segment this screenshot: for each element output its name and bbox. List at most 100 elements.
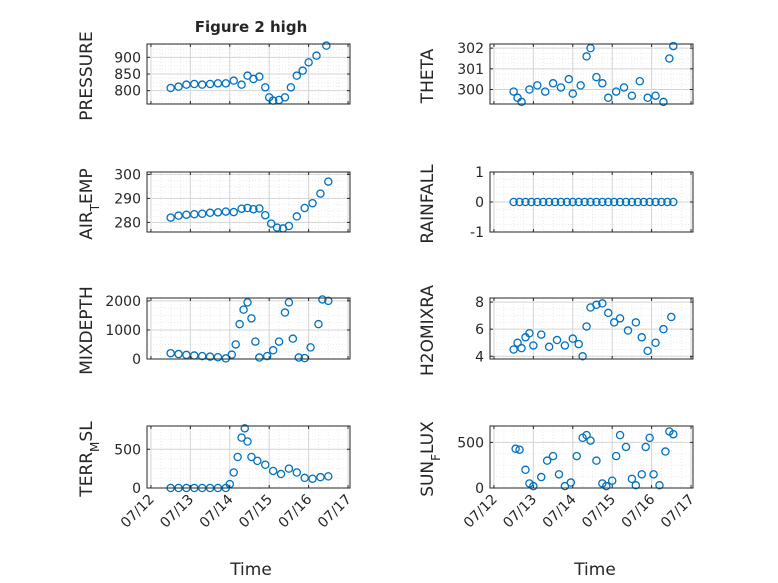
data-point — [669, 429, 678, 439]
data-point — [578, 352, 587, 361]
data-point — [651, 197, 660, 207]
data-point — [525, 328, 534, 338]
data-point — [515, 197, 524, 207]
data-point — [229, 76, 238, 85]
data-point — [292, 71, 302, 80]
data-point — [322, 41, 331, 50]
data-point — [592, 72, 601, 82]
data-point — [538, 197, 548, 207]
data-point — [304, 58, 313, 67]
data-point — [552, 335, 562, 345]
y-tick-label: 0 — [132, 352, 141, 368]
data-point — [566, 478, 576, 487]
data-point — [197, 80, 207, 89]
x-tick-label: 07/12 — [461, 492, 501, 532]
data-point — [586, 197, 595, 207]
data-point — [262, 351, 272, 361]
data-point — [182, 210, 191, 219]
subplot-terr-msl: 07/12 07/13 07/14 07/15 07/16 07/17 0 500 TERRMS… — [77, 421, 355, 532]
y-tick-label: 301 — [457, 62, 484, 78]
data-point — [166, 348, 175, 358]
y-tick-label: 500 — [457, 435, 484, 451]
data-point — [272, 223, 282, 232]
data-point — [529, 481, 538, 491]
data-point — [274, 337, 284, 346]
data-point — [306, 343, 315, 352]
data-point — [308, 198, 317, 208]
data-point — [237, 204, 246, 213]
data-point — [509, 345, 518, 354]
data-point — [669, 41, 678, 51]
data-point — [649, 470, 658, 479]
x-tick-label: 07/16 — [619, 491, 659, 531]
data-point — [619, 83, 629, 92]
data-point — [197, 209, 207, 219]
data-point — [641, 442, 650, 452]
data-point — [229, 468, 238, 477]
data-point — [284, 221, 294, 231]
data-point — [637, 333, 647, 342]
data-point — [598, 299, 607, 308]
data-point — [651, 91, 660, 100]
data-point — [284, 464, 294, 473]
data-point — [564, 74, 574, 84]
y-tick-label: 1000 — [105, 323, 141, 339]
x-tick-label: 07/17 — [658, 492, 698, 532]
data-point — [602, 481, 611, 491]
plot-area — [147, 298, 350, 359]
y-tick-label: 8 — [475, 295, 484, 311]
data-point — [554, 470, 564, 479]
data-point — [517, 343, 526, 353]
y-tick-label: 280 — [114, 215, 141, 231]
data-point — [288, 334, 298, 343]
data-point — [231, 340, 240, 349]
data-point — [637, 470, 647, 479]
data-point — [609, 197, 619, 207]
data-point — [574, 197, 583, 207]
y-tick-label: 300 — [114, 167, 141, 183]
data-point — [604, 93, 613, 103]
y-axis-label: H2OMIXRA — [418, 285, 438, 376]
data-point — [517, 97, 526, 107]
data-point — [568, 89, 578, 98]
plot-area — [147, 172, 350, 232]
data-point — [572, 451, 581, 461]
data-point — [276, 469, 286, 479]
data-point — [324, 472, 333, 481]
data-point — [182, 80, 191, 89]
data-point — [324, 296, 333, 306]
data-point — [529, 341, 538, 350]
data-point — [627, 474, 637, 484]
data-point — [312, 51, 321, 60]
data-point — [292, 212, 302, 221]
y-axis-label: TERRMSL — [77, 421, 102, 498]
data-point — [166, 83, 175, 93]
data-point — [633, 197, 643, 207]
data-point — [586, 43, 595, 53]
data-point — [651, 338, 660, 347]
data-point — [631, 481, 641, 490]
data-point — [316, 472, 325, 482]
x-tick-label: 07/13 — [500, 492, 540, 532]
y-axis-label: MIXDEPTH — [77, 286, 97, 375]
data-point — [239, 305, 248, 314]
subplot-mixdepth: 0 1000 2000 MIXDEPTH — [77, 286, 351, 375]
data-point — [513, 338, 522, 347]
subplot-rainfall: -1 0 1 RAINFALL — [418, 164, 694, 244]
data-point — [615, 430, 625, 440]
data-point — [604, 308, 613, 318]
data-point — [525, 85, 534, 94]
data-point — [318, 295, 327, 304]
x-tick-label: 07/12 — [118, 492, 158, 532]
data-point — [280, 93, 290, 102]
data-point — [221, 79, 231, 88]
data-point — [536, 330, 546, 339]
y-axis-label: RAINFALL — [418, 164, 438, 244]
data-point — [645, 433, 654, 443]
axes-box — [489, 425, 694, 489]
y-axis-label: PRESSURE — [77, 31, 97, 120]
data-point — [509, 197, 518, 207]
data-point — [621, 197, 631, 207]
